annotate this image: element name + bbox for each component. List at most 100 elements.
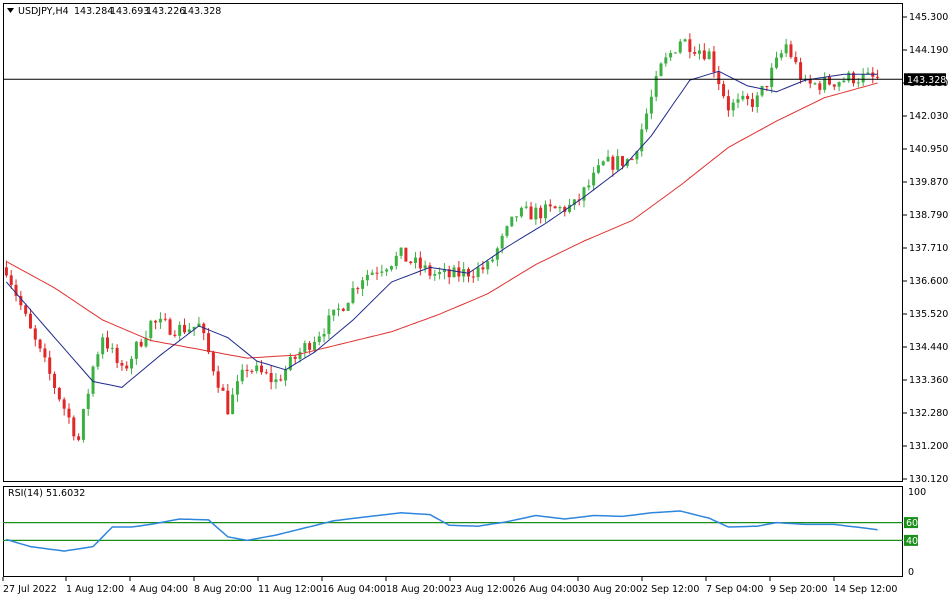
svg-text:23 Aug 12:00: 23 Aug 12:00 bbox=[450, 584, 514, 595]
candle-bear bbox=[765, 86, 769, 88]
time-tick: 16 Aug 04:00 bbox=[321, 577, 386, 595]
candle-bear bbox=[43, 348, 47, 358]
candle-bull bbox=[582, 187, 586, 201]
candle-bull bbox=[770, 67, 774, 87]
price-tick: 139.870 bbox=[903, 177, 948, 188]
rsi-panel bbox=[3, 486, 903, 577]
candle-bull bbox=[365, 274, 369, 281]
candle-bear bbox=[62, 399, 66, 409]
svg-text:11 Aug 12:00: 11 Aug 12:00 bbox=[258, 584, 322, 595]
dropdown-triangle-icon[interactable] bbox=[7, 8, 14, 13]
price-tick: 135.520 bbox=[903, 309, 948, 320]
candle-bull bbox=[784, 44, 788, 54]
svg-text:40: 40 bbox=[906, 536, 918, 547]
candle-bear bbox=[139, 341, 143, 347]
candle-bear bbox=[57, 387, 61, 400]
candle-bear bbox=[245, 369, 249, 371]
candle-bear bbox=[471, 276, 475, 278]
chart-header-open: 143.284 bbox=[74, 6, 113, 17]
time-tick: 30 Aug 20:00 bbox=[577, 577, 642, 595]
chart-header-symbol: USDJPY,H4 bbox=[18, 6, 69, 17]
candle-bull bbox=[101, 337, 105, 355]
candle-bear bbox=[563, 207, 567, 212]
time-tick: 7 Sep 04:00 bbox=[705, 577, 763, 595]
candle-bear bbox=[722, 84, 726, 97]
price-tick: 131.200 bbox=[903, 441, 948, 452]
candle-bull bbox=[640, 129, 644, 152]
candle-bull bbox=[96, 354, 100, 367]
candle-bear bbox=[529, 206, 533, 220]
candle-bull bbox=[298, 351, 302, 359]
svg-text:134.440: 134.440 bbox=[909, 342, 948, 353]
candle-bull bbox=[606, 156, 610, 162]
rsi-axis: 100 0 bbox=[908, 487, 926, 578]
candle-bull bbox=[110, 347, 114, 349]
rsi-tick-0: 0 bbox=[908, 567, 914, 578]
candle-bull bbox=[775, 57, 779, 68]
candle-bull bbox=[707, 51, 711, 60]
candle-bull bbox=[572, 199, 576, 205]
rsi-label: RSI(14) 51.6032 bbox=[8, 488, 85, 499]
svg-text:145.300: 145.300 bbox=[909, 12, 948, 23]
candle-bull bbox=[866, 72, 870, 74]
svg-text:143.328: 143.328 bbox=[907, 75, 946, 86]
candle-bull bbox=[519, 207, 523, 217]
candle-bull bbox=[312, 341, 316, 350]
price-tick: 134.440 bbox=[903, 342, 948, 353]
candle-bear bbox=[125, 365, 129, 369]
svg-text:14 Sep 12:00: 14 Sep 12:00 bbox=[834, 584, 897, 595]
candle-bull bbox=[558, 207, 562, 209]
price-tick: 140.950 bbox=[903, 144, 948, 155]
candle-bear bbox=[356, 288, 360, 290]
candle-bull bbox=[673, 52, 677, 54]
candle-bull bbox=[616, 156, 620, 170]
time-tick: 11 Aug 12:00 bbox=[257, 577, 322, 595]
candle-bear bbox=[620, 156, 624, 166]
svg-text:142.030: 142.030 bbox=[909, 111, 948, 122]
candle-bull bbox=[596, 165, 600, 173]
price-tick: 137.710 bbox=[903, 243, 948, 254]
candle-bear bbox=[750, 99, 754, 107]
candle-bull bbox=[736, 99, 740, 103]
candle-bull bbox=[322, 333, 326, 337]
candle-bull bbox=[332, 309, 336, 316]
candle-bull bbox=[231, 394, 235, 415]
candle-bull bbox=[187, 329, 191, 333]
candle-bear bbox=[163, 318, 167, 320]
candle-bear bbox=[746, 95, 750, 100]
candle-bull bbox=[645, 113, 649, 130]
svg-text:132.280: 132.280 bbox=[909, 408, 948, 419]
candle-bull bbox=[842, 80, 846, 83]
candle-bull bbox=[414, 257, 418, 263]
candle-bull bbox=[543, 204, 547, 219]
candle-bear bbox=[207, 333, 211, 353]
svg-text:7 Sep 04:00: 7 Sep 04:00 bbox=[706, 584, 763, 595]
candle-bull bbox=[741, 95, 745, 100]
svg-text:60: 60 bbox=[906, 518, 918, 529]
candle-bull bbox=[654, 76, 658, 97]
time-tick: 1 Aug 12:00 bbox=[65, 577, 124, 595]
candle-bull bbox=[664, 57, 668, 64]
candle-bear bbox=[799, 62, 803, 80]
candle-bull bbox=[515, 216, 519, 218]
svg-text:27 Jul 2022: 27 Jul 2022 bbox=[3, 584, 57, 595]
candle-bear bbox=[260, 365, 264, 373]
candle-bull bbox=[399, 247, 403, 256]
candle-bear bbox=[876, 76, 880, 78]
candle-bull bbox=[491, 259, 495, 262]
candle-bull bbox=[317, 336, 321, 342]
candle-bear bbox=[827, 76, 831, 85]
candle-bull bbox=[144, 338, 148, 347]
candle-bear bbox=[33, 328, 37, 340]
candle-bull bbox=[438, 272, 442, 275]
candle-bear bbox=[19, 295, 23, 306]
candle-bear bbox=[553, 206, 557, 209]
chart-header-low: 143.226 bbox=[146, 6, 185, 17]
candle-bear bbox=[120, 362, 124, 366]
candle-bull bbox=[683, 39, 687, 42]
candle-bear bbox=[375, 272, 379, 274]
rsi-level-60-badge: 60 bbox=[904, 517, 918, 529]
time-tick: 14 Sep 12:00 bbox=[833, 577, 897, 595]
